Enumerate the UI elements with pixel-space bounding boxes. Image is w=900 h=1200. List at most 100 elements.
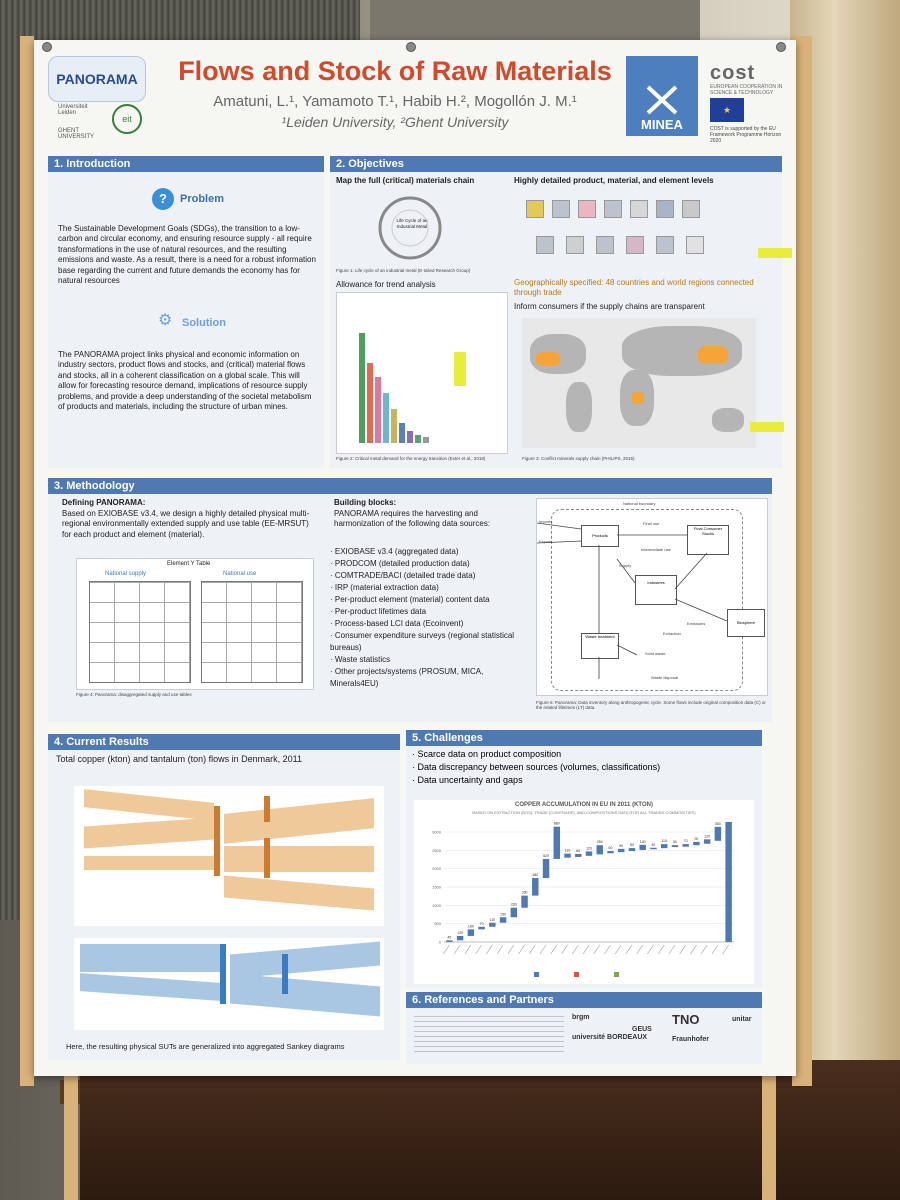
defining-text: Based on EXIOBASE v3.4, we design a high… — [62, 509, 310, 539]
lifecycle-label: Life Cycle of an Industrial Metal — [396, 218, 428, 229]
waterfall-bar — [725, 822, 732, 942]
trend-bar — [367, 363, 373, 443]
figure-2-caption: Figure 2: Critical metal demand for the … — [336, 456, 486, 461]
chart-subtitle: BASED ON EXTRACTION (BGS), TRADE (COMTRA… — [472, 810, 696, 815]
poster: PANORAMA Universiteit Leiden GHENT UNIVE… — [34, 40, 796, 1076]
x-tick-label — [550, 944, 558, 955]
solution-label: Solution — [182, 317, 226, 329]
easel-right-leg — [762, 1060, 776, 1200]
waterfall-bar — [607, 851, 614, 854]
waterfall-bar — [489, 922, 496, 927]
bar-value-label: 50 — [673, 840, 677, 844]
section-header: 3. Methodology — [48, 478, 772, 494]
sankey-flow — [224, 846, 374, 872]
easel-frame-left — [20, 36, 34, 1086]
products-box: Products — [581, 525, 619, 547]
products-label: Products — [592, 533, 608, 538]
ghent-logo: GHENT UNIVERSITY — [58, 128, 95, 140]
bar-value-label: 380 — [715, 822, 721, 826]
element-cube — [604, 200, 622, 218]
copper-chart: COPPER ACCUMULATION IN EU IN 2011 (KTON)… — [414, 800, 754, 984]
minea-logo: MINEA — [626, 56, 698, 136]
stocks-label: Stocks — [701, 531, 714, 536]
biosphere-box: Biosphere — [727, 609, 765, 637]
objective-map-chain: Map the full (critical) materials chain — [336, 176, 475, 185]
section-introduction: 1. Introduction ? Problem The Sustainabl… — [48, 156, 324, 468]
element-cube — [626, 236, 644, 254]
bar-value-label: 70 — [480, 922, 484, 926]
element-cube — [682, 200, 700, 218]
waterfall-chart: 0 500 1000 1500 2000 2500 3000 45 120 180 70 110 150… — [432, 822, 734, 977]
bar-value-label: 480 — [532, 873, 538, 877]
chart-title: COPPER ACCUMULATION IN EU IN 2011 (KTON) — [515, 802, 653, 808]
data-source-item: · Process-based LCI data (Ecoinvent) — [330, 619, 464, 628]
objective-geo: Geographically specified: 48 countries a… — [514, 278, 754, 298]
section-header: 5. Challenges — [406, 730, 762, 746]
sankey-node — [214, 806, 220, 876]
minea-logo-text: MINEA — [641, 117, 683, 132]
trend-bar — [359, 333, 365, 443]
waterfall-bar — [575, 854, 582, 857]
building-title: Building blocks: — [334, 498, 397, 507]
challenges-list: · Scarce data on product composition · Da… — [412, 748, 752, 787]
x-tick-label — [604, 944, 611, 955]
x-tick-label — [453, 944, 461, 955]
waterfall-bar — [628, 848, 636, 852]
poster-title: Flows and Stock of Raw Materials — [178, 56, 612, 86]
x-tick-label — [593, 944, 600, 955]
y-tick-label: 1500 — [432, 885, 442, 890]
sankey-flow — [80, 973, 220, 1001]
waterfall-bar — [671, 845, 679, 848]
x-tick-label — [507, 944, 515, 955]
world-map — [522, 318, 756, 448]
bar-value-label: 80 — [630, 843, 634, 847]
extraction-label: Extraction — [663, 631, 681, 636]
y-tick-label: 500 — [434, 921, 441, 926]
table-title: Element Y Table — [167, 561, 211, 567]
waterfall-bar — [510, 907, 518, 918]
partner-logo: Fraunhofer — [672, 1036, 709, 1043]
bar-value-label: 250 — [597, 840, 603, 844]
waterfall-bar — [521, 895, 528, 908]
bar-value-label: 60 — [609, 846, 613, 850]
question-icon: ? — [152, 188, 174, 210]
sankey-flow — [224, 798, 374, 844]
waterfall-bar — [618, 848, 625, 853]
bar-value-label: 120 — [704, 834, 710, 838]
results-subtitle: Total copper (kton) and tantalum (ton) f… — [56, 754, 302, 764]
copper-sankey — [74, 786, 384, 926]
figure-5-caption: Figure 5: Panorama: Data inventory along… — [536, 700, 766, 710]
x-tick-label — [486, 944, 493, 955]
section-methodology: 3. Methodology Defining PANORAMA: Based … — [48, 478, 772, 722]
legend-swatch — [574, 972, 579, 977]
sticky-note — [758, 248, 792, 258]
y-tick-label: 1000 — [432, 903, 442, 908]
data-sources-list: · EXIOBASE v3.4 (aggregated data) · PRODC… — [330, 546, 526, 690]
eit-logo: eit — [112, 104, 142, 134]
australia — [712, 408, 744, 432]
x-tick-label — [711, 944, 719, 955]
industries-box: Industries — [635, 575, 677, 605]
section-challenges: 5. Challenges · Scarce data on product c… — [406, 730, 762, 988]
section-references: 6. References and Partners brgm universit… — [406, 992, 762, 1064]
bar-value-label: 140 — [640, 840, 646, 844]
waterfall-bar — [693, 841, 700, 846]
national-supply-label: National supply — [105, 571, 147, 577]
data-source-item: · EXIOBASE v3.4 (aggregated data) — [330, 547, 459, 556]
leiden-logo: Universiteit Leiden — [58, 104, 88, 116]
sankey-flow — [84, 817, 214, 849]
trend-bar — [383, 393, 389, 443]
data-source-item: · Other projects/systems (PROSUM, MICA, … — [330, 667, 484, 688]
table — [80, 1060, 900, 1200]
bar-value-label: 90 — [619, 844, 623, 848]
figure-4-caption: Figure 4: Panorama: disaggregated supply… — [76, 692, 192, 697]
sticky-note — [750, 422, 784, 432]
use-grid — [201, 581, 303, 683]
south-america — [566, 382, 592, 432]
sankey-flow — [80, 944, 220, 972]
y-tick-label: 2500 — [432, 848, 442, 853]
bar-value-label: 40 — [651, 843, 655, 847]
national-boundary — [551, 509, 743, 691]
waterfall-bar — [446, 940, 453, 942]
x-tick-label — [539, 944, 547, 955]
